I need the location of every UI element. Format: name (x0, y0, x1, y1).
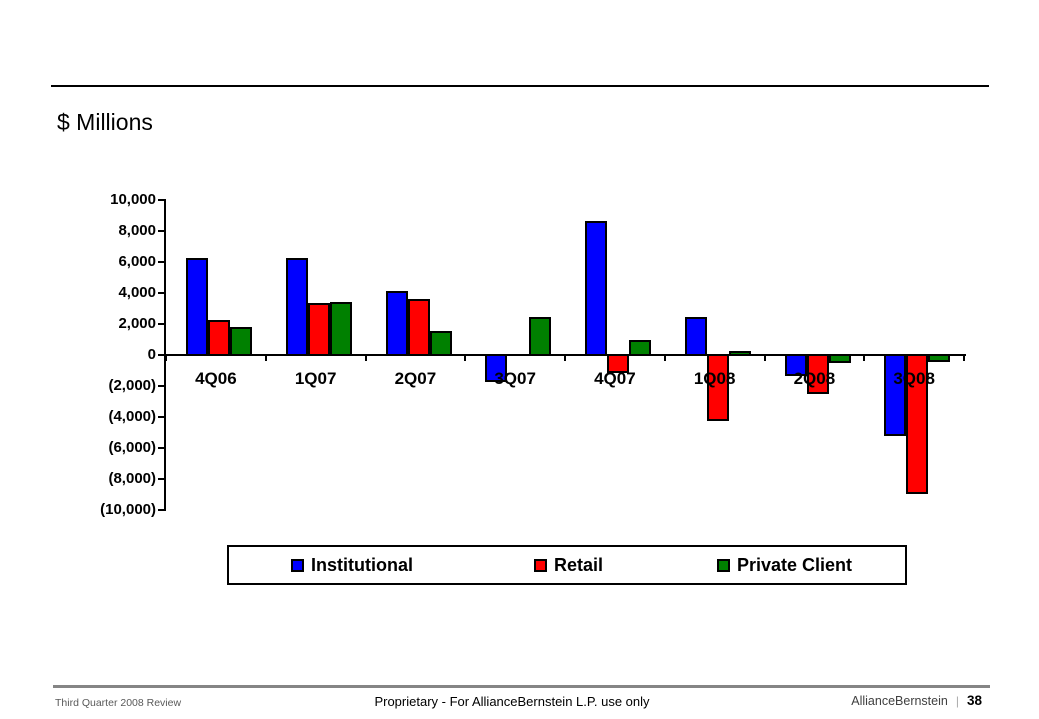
x-axis-tick (464, 355, 467, 361)
y-axis-tick (158, 292, 164, 294)
x-axis-tick (264, 355, 267, 361)
x-axis-tick (963, 355, 965, 361)
bar-retail-1q07 (307, 303, 330, 356)
footer-proprietary-notice: Proprietary - For AllianceBernstein L.P.… (374, 694, 650, 709)
header-divider (51, 85, 989, 87)
legend-label: Private Client (737, 555, 853, 575)
y-axis-label: 2,000 (118, 315, 156, 332)
bar-institutional-3q08 (884, 354, 907, 436)
y-axis-label: 4,000 (118, 284, 156, 301)
bar-institutional-1q07 (285, 258, 308, 356)
chart-units-label: $ Millions (57, 109, 153, 135)
y-axis-tick (158, 261, 164, 263)
x-axis-label: 2Q08 (793, 369, 836, 388)
x-axis-tick (863, 355, 866, 361)
x-axis-label: 3Q07 (494, 369, 536, 388)
bar-institutional-4q07 (585, 221, 607, 356)
y-axis-tick (158, 416, 164, 418)
y-axis-label: (4,000) (108, 408, 156, 425)
bar-private-client-2q07 (429, 331, 452, 356)
legend-label: Retail (554, 555, 604, 575)
y-axis-label: 6,000 (118, 253, 156, 270)
legend-label: Institutional (311, 555, 413, 575)
x-axis-tick (364, 355, 367, 361)
y-axis-label: (2,000) (108, 377, 156, 394)
bar-retail-4q06 (208, 320, 230, 356)
x-axis-label: 3Q08 (893, 369, 935, 388)
y-axis-label: 8,000 (118, 222, 156, 239)
legend-swatch-retail (534, 558, 547, 572)
footer-brand-block: AllianceBernstein | 38 (851, 693, 982, 708)
y-axis-tick (158, 230, 164, 232)
brand-name: AllianceBernstein (851, 694, 948, 708)
legend-swatch-institutional (291, 558, 304, 572)
bar-private-client-3q07 (529, 317, 552, 356)
bar-institutional-2q07 (385, 291, 408, 356)
y-axis-tick (158, 509, 164, 511)
bar-private-client-1q07 (329, 302, 352, 356)
y-axis-tick (158, 478, 164, 480)
x-axis-tick (564, 355, 566, 361)
x-axis-label: 2Q07 (394, 369, 437, 388)
page-number: 38 (966, 693, 982, 708)
x-axis-tick (763, 355, 766, 361)
y-axis-tick (158, 385, 164, 387)
x-axis-tick (165, 355, 167, 361)
legend-item-retail: Retail (534, 556, 603, 574)
y-axis-tick (158, 354, 164, 356)
y-axis-tick (158, 447, 164, 449)
y-axis-label: 0 (147, 346, 156, 363)
y-axis-label: 10,000 (110, 191, 156, 208)
bar-institutional-4q06 (186, 258, 208, 356)
bar-private-client-4q06 (230, 327, 252, 356)
x-axis-tick (663, 355, 666, 361)
x-axis-label: 4Q07 (594, 369, 636, 388)
y-axis-tick (158, 199, 164, 201)
footer-review-title: Third Quarter 2008 Review (55, 697, 182, 709)
y-axis-label: (6,000) (108, 439, 156, 456)
bar-institutional-1q08 (684, 317, 707, 356)
y-axis-label: (10,000) (100, 501, 156, 518)
x-axis-label: 1Q07 (294, 369, 337, 388)
x-axis-line (164, 354, 966, 356)
chart-legend: Institutional Retail Private Client (227, 545, 907, 585)
legend-item-institutional: Institutional (291, 556, 413, 574)
bar-retail-2q07 (407, 299, 430, 356)
footer-divider (53, 685, 990, 688)
legend-swatch-private-client (717, 558, 730, 572)
footer-separator: | (955, 694, 959, 708)
x-axis-label: 4Q06 (195, 369, 237, 388)
legend-item-private-client: Private Client (717, 556, 852, 574)
x-axis-label: 1Q08 (693, 369, 736, 388)
y-axis-tick (158, 323, 164, 325)
y-axis-label: (8,000) (108, 470, 156, 487)
